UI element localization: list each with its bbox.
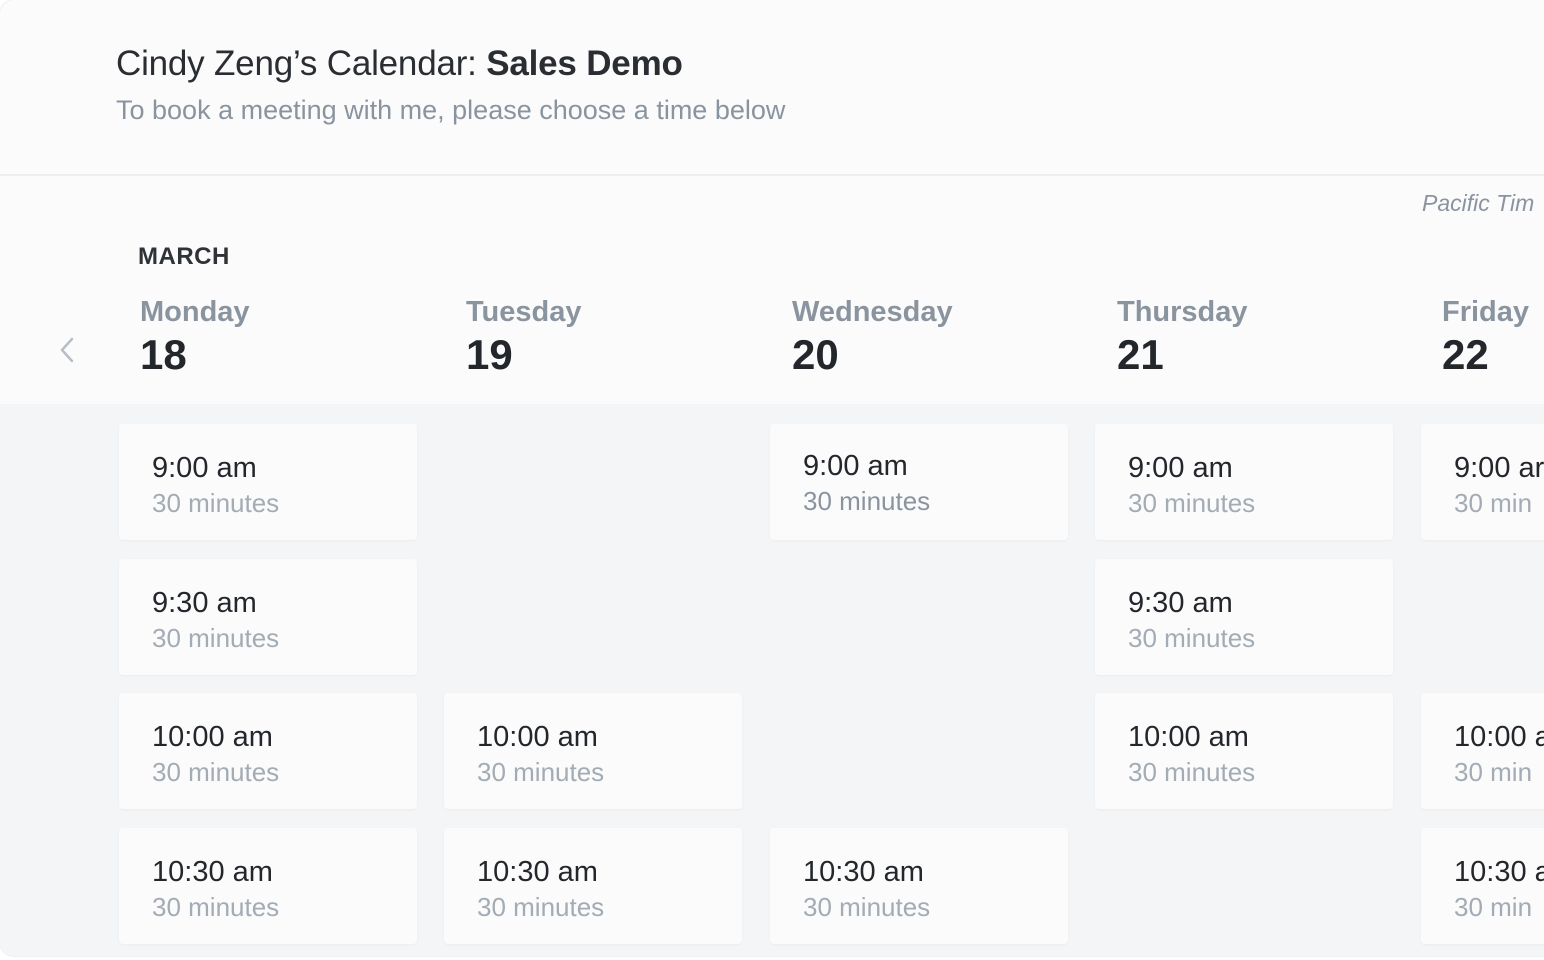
slot-duration: 30 minutes bbox=[152, 757, 280, 787]
time-slot[interactable]: 9:30 am 30 minutes bbox=[1095, 559, 1393, 675]
slot-time: 10:00 am bbox=[152, 721, 273, 753]
day-header-tuesday: Tuesday 19 bbox=[466, 296, 582, 379]
time-slot[interactable]: 10:00 am 30 minutes bbox=[119, 693, 417, 809]
slot-duration: 30 minutes bbox=[152, 623, 280, 653]
slot-duration: 30 minutes bbox=[1128, 488, 1256, 518]
prev-week-button[interactable] bbox=[52, 330, 82, 370]
day-name: Friday bbox=[1442, 296, 1530, 328]
day-name: Tuesday bbox=[466, 296, 582, 328]
time-slot[interactable]: 9:00 am 30 minutes bbox=[119, 424, 417, 540]
slot-duration: 30 minutes bbox=[1128, 623, 1256, 653]
time-slot[interactable]: 10:30 am 30 minutes bbox=[444, 828, 742, 944]
slot-time: 10:30 a bbox=[1454, 856, 1544, 888]
slot-duration: 30 minutes bbox=[1128, 757, 1256, 787]
time-slot[interactable]: 10:30 am 30 minutes bbox=[119, 828, 417, 944]
day-number: 19 bbox=[466, 331, 513, 378]
slot-time: 10:30 am bbox=[477, 856, 598, 888]
time-slot[interactable]: 10:00 am 30 minutes bbox=[1095, 693, 1393, 809]
time-slot[interactable]: 10:30 a 30 min bbox=[1421, 828, 1544, 944]
time-slot[interactable]: 10:30 am 30 minutes bbox=[770, 828, 1068, 944]
day-header-friday: Friday 22 bbox=[1442, 296, 1529, 379]
calendar-owner: Cindy Zeng’s Calendar: bbox=[116, 44, 487, 83]
day-number: 18 bbox=[140, 331, 187, 378]
slot-time: 9:00 am bbox=[803, 450, 908, 482]
slot-duration: 30 minutes bbox=[477, 892, 605, 922]
timezone-selector[interactable]: Pacific Tim bbox=[1422, 190, 1535, 216]
day-number: 20 bbox=[792, 331, 839, 378]
slot-time: 10:30 am bbox=[152, 856, 273, 888]
time-slot[interactable]: 9:00 am 30 minutes bbox=[1095, 424, 1393, 540]
slot-duration: 30 minutes bbox=[152, 892, 280, 922]
slot-duration: 30 minutes bbox=[477, 757, 605, 787]
slot-duration: 30 min bbox=[1454, 488, 1533, 518]
time-slot-grid: 9:00 am 30 minutes 9:30 am 30 minutes 10… bbox=[0, 404, 1544, 956]
slot-time: 10:30 am bbox=[803, 856, 924, 888]
time-slot[interactable]: 10:00 am 30 minutes bbox=[444, 693, 742, 809]
page-subtitle: To book a meeting with me, please choose… bbox=[116, 95, 786, 125]
slot-time: 9:30 am bbox=[152, 587, 257, 619]
day-name: Thursday bbox=[1117, 296, 1248, 328]
time-slot[interactable]: 10:00 a 30 min bbox=[1421, 693, 1544, 809]
slot-time: 10:00 a bbox=[1454, 721, 1544, 753]
slot-time: 10:00 am bbox=[1128, 721, 1249, 753]
slot-time: 10:00 am bbox=[477, 721, 598, 753]
page-title: Cindy Zeng’s Calendar: Sales Demo bbox=[116, 44, 683, 84]
day-number: 21 bbox=[1117, 331, 1164, 378]
slot-duration: 30 minutes bbox=[152, 488, 280, 518]
day-header-thursday: Thursday 21 bbox=[1117, 296, 1248, 379]
slot-time: 9:00 am bbox=[152, 452, 257, 484]
slot-duration: 30 minutes bbox=[803, 486, 931, 516]
day-header-wednesday: Wednesday 20 bbox=[792, 296, 953, 379]
slot-time: 9:00 am bbox=[1128, 452, 1233, 484]
day-header-monday: Monday 18 bbox=[140, 296, 250, 379]
event-name: Sales Demo bbox=[486, 44, 683, 83]
chevron-left-icon bbox=[60, 337, 74, 363]
month-label: MARCH bbox=[138, 243, 230, 270]
slot-time: 9:00 ar bbox=[1454, 452, 1544, 484]
time-slot[interactable]: 9:00 ar 30 min bbox=[1421, 424, 1544, 540]
slot-duration: 30 minutes bbox=[803, 892, 931, 922]
slot-duration: 30 min bbox=[1454, 757, 1533, 787]
time-slot[interactable]: 9:00 am 30 minutes bbox=[770, 424, 1068, 540]
day-name: Wednesday bbox=[792, 296, 953, 328]
page-header: Cindy Zeng’s Calendar: Sales Demo To boo… bbox=[0, 0, 1544, 176]
day-name: Monday bbox=[140, 296, 250, 328]
slot-duration: 30 min bbox=[1454, 892, 1533, 922]
day-number: 22 bbox=[1442, 331, 1489, 378]
time-slot[interactable]: 9:30 am 30 minutes bbox=[119, 559, 417, 675]
slot-time: 9:30 am bbox=[1128, 587, 1233, 619]
